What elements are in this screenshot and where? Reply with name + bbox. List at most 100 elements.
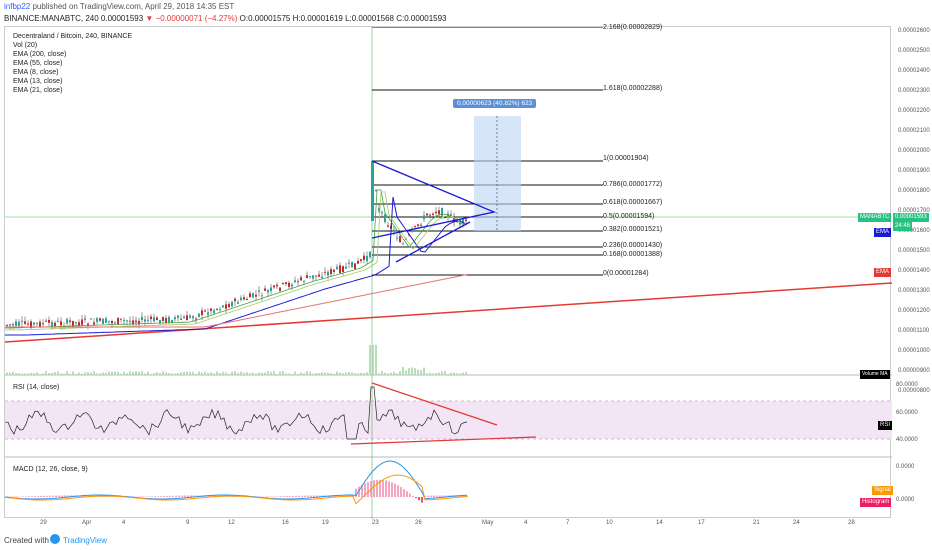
candle[interactable] xyxy=(147,319,149,321)
candle[interactable] xyxy=(321,276,323,278)
candle[interactable] xyxy=(351,261,353,268)
candle[interactable] xyxy=(210,308,212,312)
candle[interactable] xyxy=(174,317,176,320)
candle[interactable] xyxy=(414,226,416,228)
price-chart[interactable] xyxy=(5,27,892,519)
triangle-lower-line[interactable] xyxy=(395,221,471,263)
candle[interactable] xyxy=(24,321,26,324)
candle[interactable] xyxy=(369,251,371,258)
triangle-pattern[interactable] xyxy=(371,160,497,239)
candle[interactable] xyxy=(306,275,308,279)
macd-signal-line[interactable] xyxy=(5,474,468,505)
candle[interactable] xyxy=(93,322,95,325)
candle[interactable] xyxy=(297,280,299,283)
macd-line[interactable] xyxy=(5,460,468,500)
candle[interactable] xyxy=(111,321,113,324)
measure-label[interactable]: 0.00000623 (40.82%) 623 xyxy=(453,99,537,108)
candle[interactable] xyxy=(339,265,341,274)
candle[interactable] xyxy=(30,321,32,329)
legend-item[interactable]: EMA (13, close) xyxy=(13,78,63,85)
candle[interactable] xyxy=(228,303,230,308)
candle[interactable] xyxy=(402,243,404,245)
candle[interactable] xyxy=(57,321,59,323)
candle[interactable] xyxy=(201,310,203,316)
candle[interactable] xyxy=(219,309,221,311)
legend-item[interactable]: EMA (21, close) xyxy=(13,87,63,94)
candle[interactable] xyxy=(186,315,188,321)
candle[interactable] xyxy=(456,221,458,223)
candle[interactable] xyxy=(354,263,356,269)
candle[interactable] xyxy=(75,322,77,324)
candle[interactable] xyxy=(87,323,89,326)
candle[interactable] xyxy=(252,293,254,298)
candle[interactable] xyxy=(255,294,257,297)
candle[interactable] xyxy=(363,255,365,260)
candle[interactable] xyxy=(81,319,83,325)
candle[interactable] xyxy=(336,266,338,270)
candle[interactable] xyxy=(387,225,389,227)
candle[interactable] xyxy=(345,266,347,269)
macd-label[interactable]: MACD (12, 26, close, 9) xyxy=(13,466,88,473)
candle[interactable] xyxy=(15,321,17,326)
candle[interactable] xyxy=(246,299,248,301)
candle[interactable] xyxy=(78,322,80,326)
legend-item[interactable]: EMA (8, close) xyxy=(13,69,59,76)
candle[interactable] xyxy=(171,319,173,323)
rsi-support-line[interactable] xyxy=(350,436,537,445)
legend-item[interactable]: EMA (200, close) xyxy=(13,51,67,58)
candle[interactable] xyxy=(129,320,131,323)
candle[interactable] xyxy=(156,317,158,321)
candle[interactable] xyxy=(360,259,362,262)
candle[interactable] xyxy=(396,237,398,239)
candle[interactable] xyxy=(132,320,134,325)
candle[interactable] xyxy=(165,318,167,323)
candle[interactable] xyxy=(438,210,440,215)
ema-8-line[interactable] xyxy=(5,189,466,329)
candle[interactable] xyxy=(216,308,218,310)
tradingview-brand[interactable]: TradingView xyxy=(63,536,108,545)
candle[interactable] xyxy=(48,319,50,323)
candle[interactable] xyxy=(444,217,446,219)
rsi-label[interactable]: RSI (14, close) xyxy=(13,384,60,391)
candle[interactable] xyxy=(51,322,53,328)
candle[interactable] xyxy=(267,290,269,293)
candle[interactable] xyxy=(288,282,290,287)
candle[interactable] xyxy=(264,288,266,291)
candle[interactable] xyxy=(108,320,110,322)
candle[interactable] xyxy=(411,230,413,232)
candle[interactable] xyxy=(261,295,263,297)
candle[interactable] xyxy=(447,213,449,218)
candle[interactable] xyxy=(153,317,155,322)
candle[interactable] xyxy=(18,321,20,326)
candle[interactable] xyxy=(303,280,305,282)
candle[interactable] xyxy=(66,319,68,324)
ema-13-line[interactable] xyxy=(5,191,466,331)
candle[interactable] xyxy=(375,190,377,192)
candle[interactable] xyxy=(327,271,329,276)
author-link[interactable]: infbp22 xyxy=(4,2,31,11)
candle[interactable] xyxy=(222,305,224,308)
candle[interactable] xyxy=(120,318,122,320)
candle[interactable] xyxy=(417,224,419,226)
candle[interactable] xyxy=(198,313,200,317)
candle[interactable] xyxy=(330,269,332,275)
rsi-line[interactable] xyxy=(5,386,468,440)
candle[interactable] xyxy=(441,207,443,216)
candle[interactable] xyxy=(168,316,170,323)
candle[interactable] xyxy=(294,280,296,283)
candle[interactable] xyxy=(399,236,401,243)
legend-item[interactable]: Vol (20) xyxy=(13,42,38,49)
candle[interactable] xyxy=(240,297,242,301)
candle[interactable] xyxy=(138,320,140,325)
candle[interactable] xyxy=(183,316,185,319)
candle[interactable] xyxy=(144,319,146,322)
candle[interactable] xyxy=(42,322,44,325)
candle[interactable] xyxy=(309,275,311,277)
candle[interactable] xyxy=(27,323,29,325)
candle[interactable] xyxy=(45,320,47,322)
candle[interactable] xyxy=(123,320,125,322)
candle[interactable] xyxy=(371,161,374,221)
measure-area[interactable] xyxy=(474,116,521,231)
candle[interactable] xyxy=(234,298,236,302)
candle[interactable] xyxy=(177,315,179,318)
